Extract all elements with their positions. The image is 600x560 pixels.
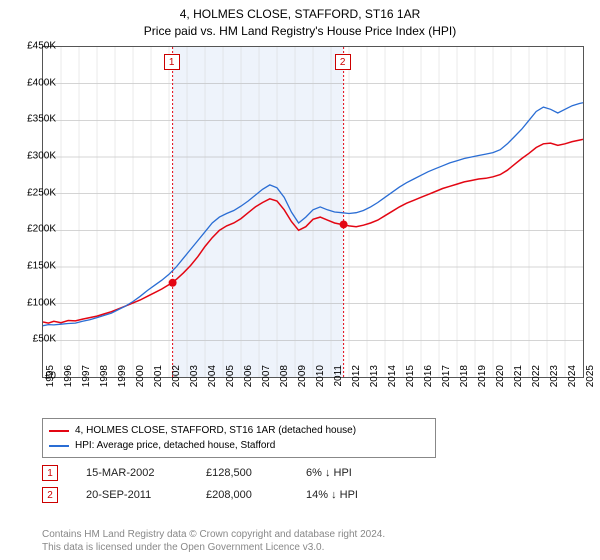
attribution-line: This data is licensed under the Open Gov… xyxy=(42,541,385,554)
x-tick-label: 2019 xyxy=(477,365,488,395)
legend-swatch xyxy=(49,445,69,447)
y-tick-label: £250K xyxy=(16,187,56,198)
sale-marker-badge: 2 xyxy=(42,487,58,503)
x-tick-label: 2009 xyxy=(297,365,308,395)
x-tick-label: 2001 xyxy=(153,365,164,395)
sale-marker-badge: 1 xyxy=(42,465,58,481)
legend-label: 4, HOLMES CLOSE, STAFFORD, ST16 1AR (det… xyxy=(75,423,356,438)
x-tick-label: 2018 xyxy=(459,365,470,395)
x-tick-label: 2024 xyxy=(567,365,578,395)
sale-vs-hpi: 6% ↓ HPI xyxy=(306,467,416,479)
title-block: 4, HOLMES CLOSE, STAFFORD, ST16 1AR Pric… xyxy=(0,0,600,40)
x-tick-label: 2003 xyxy=(189,365,200,395)
y-tick-label: £150K xyxy=(16,261,56,272)
y-tick-label: £50K xyxy=(16,334,56,345)
chart-container: 4, HOLMES CLOSE, STAFFORD, ST16 1AR Pric… xyxy=(0,0,600,560)
x-tick-label: 1998 xyxy=(99,365,110,395)
x-tick-label: 1999 xyxy=(117,365,128,395)
x-tick-label: 2008 xyxy=(279,365,290,395)
attribution-text: Contains HM Land Registry data © Crown c… xyxy=(42,528,385,554)
down-arrow-icon: ↓ xyxy=(325,467,331,479)
x-tick-label: 2020 xyxy=(495,365,506,395)
x-tick-label: 2016 xyxy=(423,365,434,395)
table-row: 2 20-SEP-2011 £208,000 14% ↓ HPI xyxy=(42,484,416,506)
y-tick-label: £400K xyxy=(16,77,56,88)
x-tick-label: 2025 xyxy=(585,365,596,395)
table-row: 1 15-MAR-2002 £128,500 6% ↓ HPI xyxy=(42,462,416,484)
x-tick-label: 2010 xyxy=(315,365,326,395)
x-tick-label: 2022 xyxy=(531,365,542,395)
chart-title: 4, HOLMES CLOSE, STAFFORD, ST16 1AR xyxy=(0,6,600,23)
x-tick-label: 2023 xyxy=(549,365,560,395)
chart-svg xyxy=(43,47,583,377)
y-tick-label: £450K xyxy=(16,41,56,52)
chart-sale-marker: 2 xyxy=(335,54,351,70)
legend: 4, HOLMES CLOSE, STAFFORD, ST16 1AR (det… xyxy=(42,418,436,458)
x-tick-label: 2017 xyxy=(441,365,452,395)
plot-area xyxy=(42,46,584,378)
x-tick-label: 2013 xyxy=(369,365,380,395)
legend-label: HPI: Average price, detached house, Staf… xyxy=(75,438,275,453)
x-tick-label: 2002 xyxy=(171,365,182,395)
down-arrow-icon: ↓ xyxy=(331,489,337,501)
sale-price: £208,000 xyxy=(206,489,306,501)
x-tick-label: 2015 xyxy=(405,365,416,395)
sale-vs-hpi: 14% ↓ HPI xyxy=(306,489,416,501)
x-tick-label: 2007 xyxy=(261,365,272,395)
sales-table: 1 15-MAR-2002 £128,500 6% ↓ HPI 2 20-SEP… xyxy=(42,462,416,506)
x-tick-label: 2005 xyxy=(225,365,236,395)
x-tick-label: 2006 xyxy=(243,365,254,395)
x-tick-label: 2011 xyxy=(333,365,344,395)
x-tick-label: 1995 xyxy=(45,365,56,395)
sale-date: 15-MAR-2002 xyxy=(86,467,206,479)
y-tick-label: £200K xyxy=(16,224,56,235)
legend-item: 4, HOLMES CLOSE, STAFFORD, ST16 1AR (det… xyxy=(49,423,429,438)
legend-item: HPI: Average price, detached house, Staf… xyxy=(49,438,429,453)
x-tick-label: 1997 xyxy=(81,365,92,395)
legend-swatch xyxy=(49,430,69,432)
x-tick-label: 2012 xyxy=(351,365,362,395)
chart-subtitle: Price paid vs. HM Land Registry's House … xyxy=(0,23,600,40)
sale-date: 20-SEP-2011 xyxy=(86,489,206,501)
chart-sale-marker: 1 xyxy=(164,54,180,70)
y-tick-label: £300K xyxy=(16,151,56,162)
x-tick-label: 2021 xyxy=(513,365,524,395)
x-tick-label: 2004 xyxy=(207,365,218,395)
y-tick-label: £350K xyxy=(16,114,56,125)
sale-price: £128,500 xyxy=(206,467,306,479)
y-tick-label: £100K xyxy=(16,297,56,308)
x-tick-label: 2000 xyxy=(135,365,146,395)
x-tick-label: 1996 xyxy=(63,365,74,395)
x-tick-label: 2014 xyxy=(387,365,398,395)
attribution-line: Contains HM Land Registry data © Crown c… xyxy=(42,528,385,541)
